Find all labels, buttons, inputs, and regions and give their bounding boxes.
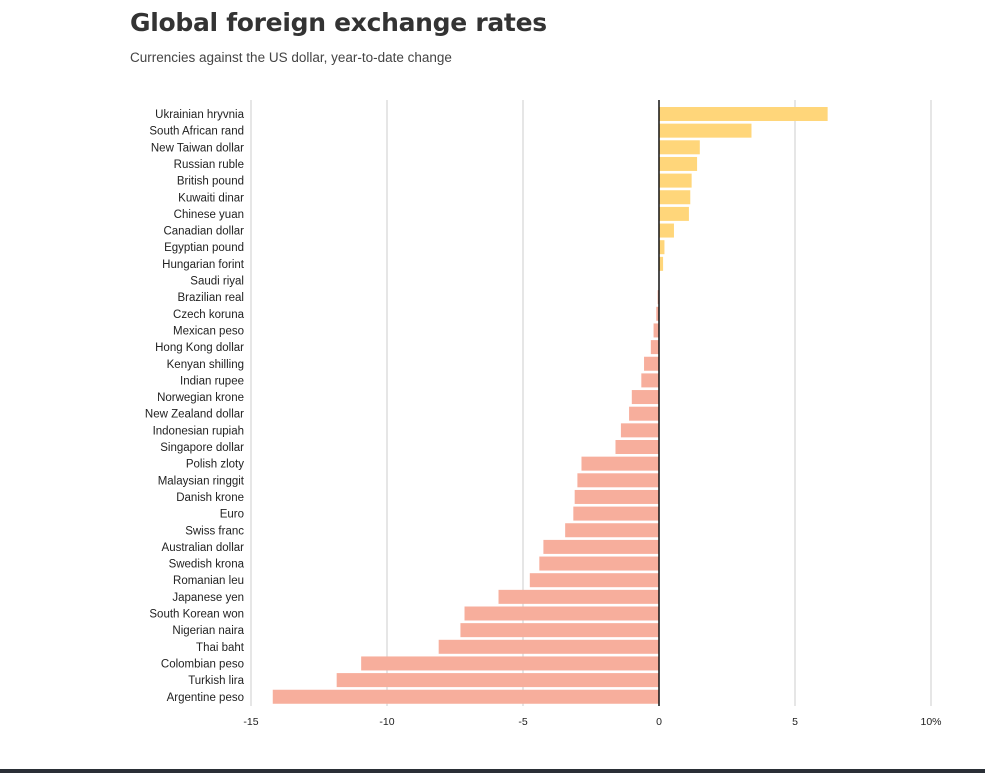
- bar: [529, 573, 659, 588]
- category-label: Thai baht: [196, 642, 245, 654]
- chart-title: Global foreign exchange rates: [130, 8, 547, 37]
- category-label: Hungarian forint: [162, 259, 245, 271]
- category-label: Romanian leu: [173, 575, 244, 587]
- chart-subtitle: Currencies against the US dollar, year-t…: [130, 50, 452, 65]
- bars: [272, 107, 828, 704]
- bar: [573, 506, 659, 521]
- category-label: Euro: [220, 509, 244, 521]
- gridlines: [250, 100, 932, 706]
- x-tick-label: 10%: [920, 716, 941, 728]
- category-label: Egyptian pound: [164, 242, 244, 254]
- category-label: Polish zloty: [186, 459, 244, 471]
- bar: [574, 489, 659, 504]
- bar: [577, 473, 659, 488]
- bar: [659, 107, 828, 121]
- bar: [539, 556, 659, 571]
- category-label: Canadian dollar: [163, 226, 244, 238]
- category-label: Saudi riyal: [190, 276, 244, 288]
- category-label: Brazilian real: [178, 292, 244, 304]
- category-label: Indian rupee: [180, 375, 244, 387]
- category-label: British pound: [177, 176, 244, 188]
- x-axis-ticks: -15 -10 -5 0 5 10%: [243, 716, 941, 728]
- bar: [631, 390, 659, 405]
- bar: [460, 623, 659, 638]
- category-label: Turkish lira: [188, 675, 244, 687]
- category-label: Japanese yen: [172, 592, 244, 604]
- bar: [644, 356, 659, 371]
- x-tick-label: -15: [243, 716, 258, 728]
- bar: [543, 539, 659, 554]
- category-label: Swedish krona: [169, 559, 245, 571]
- x-tick-label: -5: [518, 716, 527, 728]
- category-label: Kuwaiti dinar: [178, 192, 244, 204]
- bar: [615, 440, 659, 454]
- category-label: South Korean won: [149, 609, 244, 621]
- bar: [641, 373, 659, 388]
- category-label: Argentine peso: [167, 692, 244, 704]
- bar: [659, 240, 665, 255]
- category-label: Malaysian ringgit: [158, 475, 245, 487]
- x-tick-label: -10: [379, 716, 394, 728]
- bar: [659, 173, 692, 188]
- bar: [361, 656, 659, 671]
- bar: [659, 223, 674, 238]
- category-label: Indonesian rupiah: [153, 425, 244, 437]
- category-label: Australian dollar: [162, 542, 245, 554]
- bar: [650, 340, 659, 355]
- bar: [656, 306, 659, 321]
- bar: [272, 689, 659, 704]
- category-label: Colombian peso: [161, 658, 244, 670]
- bar: [498, 589, 659, 604]
- bar: [336, 673, 659, 688]
- category-label: Hong Kong dollar: [155, 342, 244, 354]
- bar: [659, 206, 689, 221]
- x-tick-label: 5: [792, 716, 798, 728]
- category-label: Danish krone: [176, 492, 244, 504]
- bar: [565, 523, 659, 538]
- category-label: Ukrainian hryvnia: [155, 109, 244, 121]
- bar: [659, 256, 664, 271]
- category-label: Swiss franc: [185, 525, 244, 537]
- bar: [438, 639, 659, 654]
- category-label: New Zealand dollar: [145, 409, 244, 421]
- bar: [620, 423, 659, 438]
- category-label: Kenyan shilling: [167, 359, 244, 371]
- category-label: New Taiwan dollar: [151, 142, 244, 154]
- bar: [629, 406, 659, 421]
- category-labels: Ukrainian hryvnia South African rand New T…: [145, 109, 245, 704]
- bar: [653, 323, 659, 338]
- bar: [581, 456, 659, 471]
- bottom-divider: [0, 769, 985, 773]
- x-tick-label: 0: [656, 716, 662, 728]
- category-label: Czech koruna: [173, 309, 245, 321]
- bar: [659, 190, 691, 205]
- bar: [464, 606, 659, 621]
- category-label: Russian ruble: [174, 159, 244, 171]
- category-label: Chinese yuan: [174, 209, 244, 221]
- category-label: South African rand: [149, 126, 244, 138]
- category-label: Nigerian naira: [172, 625, 244, 637]
- bar: [659, 123, 752, 138]
- bar: [659, 156, 698, 171]
- category-label: Norwegian krone: [157, 392, 244, 404]
- category-label: Singapore dollar: [160, 442, 244, 454]
- bar: [659, 140, 700, 155]
- category-label: Mexican peso: [173, 325, 244, 337]
